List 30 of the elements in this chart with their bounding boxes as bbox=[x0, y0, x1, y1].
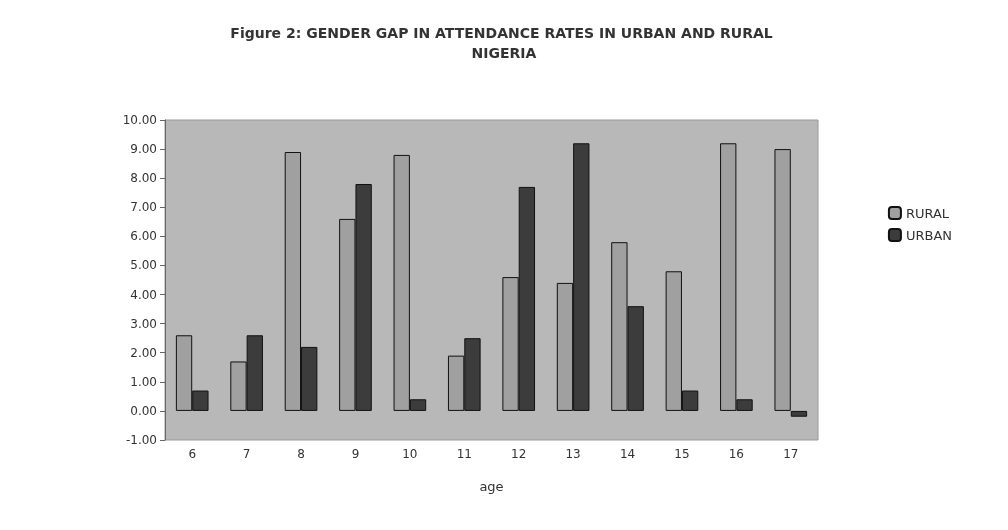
y-tick-label: 2.00 bbox=[130, 345, 157, 360]
bar bbox=[774, 149, 791, 411]
y-tick-label: -1.00 bbox=[125, 433, 157, 447]
y-tick-label: 4.00 bbox=[130, 287, 157, 302]
bar bbox=[790, 410, 808, 417]
x-tick-label: 9 bbox=[351, 447, 360, 461]
x-tick-label: 10 bbox=[402, 447, 418, 461]
x-tick-label: 8 bbox=[297, 447, 305, 461]
y-tick-label: 10.00 bbox=[122, 113, 157, 127]
x-tick-label: 16 bbox=[728, 447, 745, 461]
x-tick-label: 15 bbox=[674, 447, 690, 461]
x-tick-label: 14 bbox=[619, 447, 636, 461]
x-tick-label: 7 bbox=[242, 447, 251, 461]
y-tick-label: 6.00 bbox=[130, 229, 157, 244]
y-tick-label: 3.00 bbox=[130, 316, 157, 331]
x-tick-label: 6 bbox=[188, 447, 197, 461]
y-tick-label: 1.00 bbox=[130, 374, 157, 389]
x-tick-label: 13 bbox=[565, 447, 581, 461]
y-tick-label: 7.00 bbox=[130, 200, 157, 215]
legend-label: RURAL bbox=[905, 205, 950, 221]
legend-label: URBAN bbox=[905, 227, 953, 243]
x-tick-label: 12 bbox=[511, 447, 527, 461]
y-tick-label: 8.00 bbox=[130, 171, 157, 186]
y-tick-label: 0.00 bbox=[130, 403, 157, 418]
x-tick-label: 11 bbox=[456, 447, 472, 461]
chart-title: Figure 2: GENDER GAP IN ATTENDANCE RATES IN URBAN AND RURAL NIGERIA bbox=[230, 25, 778, 61]
y-tick-label: 9.00 bbox=[130, 142, 157, 157]
x-tick-label: 17 bbox=[783, 447, 799, 461]
y-tick-label: 5.00 bbox=[130, 258, 157, 273]
x-axis-title: age bbox=[479, 479, 504, 494]
